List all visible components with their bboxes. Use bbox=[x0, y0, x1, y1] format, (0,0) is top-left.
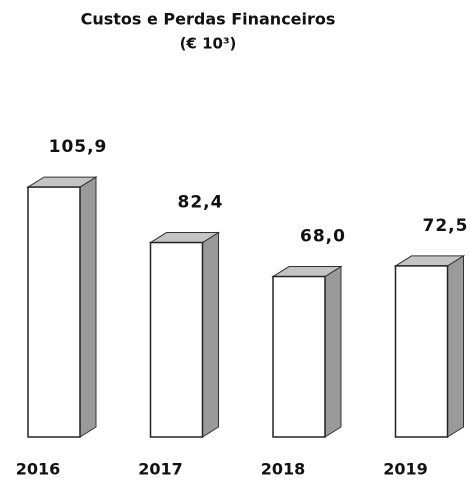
bar bbox=[27, 186, 81, 438]
bar bbox=[394, 265, 449, 438]
bar-side bbox=[79, 176, 97, 438]
x-tick-label: 2016 bbox=[16, 460, 61, 479]
value-label: 72,5 bbox=[423, 216, 469, 236]
bar-side bbox=[447, 254, 464, 438]
chart-subtitle: (€ 10³) bbox=[180, 35, 237, 53]
value-label: 68,0 bbox=[300, 227, 346, 247]
x-tick-label: 2018 bbox=[261, 460, 306, 479]
bar bbox=[272, 275, 326, 438]
value-label: 82,4 bbox=[178, 193, 224, 213]
bar-side bbox=[324, 265, 342, 438]
x-tick-label: 2017 bbox=[138, 460, 183, 479]
bar-side bbox=[202, 231, 219, 438]
chart-title: Custos e Perdas Financeiros bbox=[81, 10, 336, 29]
x-tick-label: 2019 bbox=[383, 460, 428, 479]
value-label: 105,9 bbox=[49, 137, 108, 157]
bar bbox=[149, 241, 204, 438]
